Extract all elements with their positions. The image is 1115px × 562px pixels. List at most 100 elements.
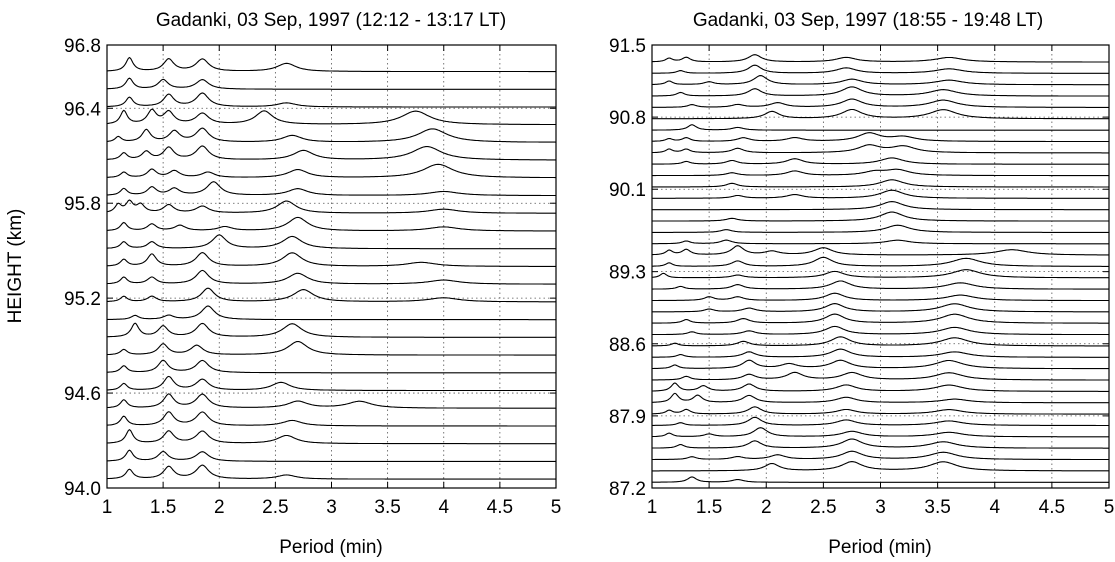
right-chart-panel: 1 1.5 2 2.5 3 3.5 4 4.5 5 87.2 87.9 88.6 89.3 90.1 90…: [609, 10, 1114, 558]
left-spectrum-line: [107, 287, 556, 303]
right-x-axis: 1 1.5 2 2.5 3 3.5 4 4.5 5: [647, 45, 1115, 518]
left-spectrum-line: [106, 464, 556, 480]
left-spectrum-line: [107, 181, 556, 197]
left-spectrum-line: [107, 393, 556, 409]
right-spectrum-line: [652, 336, 1109, 347]
left-spectrum-line: [106, 108, 556, 126]
left-spectrum-line: [106, 145, 556, 161]
left-x-tick-label: 3: [326, 497, 337, 518]
right-x-tick-label: 5: [1104, 497, 1115, 518]
right-spectrum-line: [652, 64, 1109, 74]
right-spectrum-line: [652, 108, 1109, 120]
left-x-axis: 1 1.5 2 2.5 3 3.5 4 4.5 5: [102, 45, 562, 518]
left-spectrum-line: [106, 269, 556, 285]
right-x-tick-label: 3: [875, 497, 886, 518]
left-y-tick-label: 95.8: [64, 194, 101, 215]
right-x-tick-label: 1.5: [696, 497, 722, 518]
right-x-axis-label: Period (min): [828, 537, 931, 558]
left-spectrum-line: [106, 322, 556, 338]
left-x-tick-label: 1.5: [150, 497, 176, 518]
right-spectrum-line: [652, 371, 1109, 381]
right-spectrum-line: [652, 168, 1109, 177]
left-spectrum-line: [106, 252, 556, 267]
left-spectrum-line: [106, 429, 556, 445]
right-spectrum-line: [652, 416, 1109, 427]
left-y-tick-label: 95.2: [64, 289, 101, 310]
left-chart-title: Gadanki, 03 Sep, 1997 (12:12 - 13:17 LT): [156, 10, 506, 31]
left-x-tick-label: 4: [438, 497, 449, 518]
right-spectrum-line: [652, 256, 1109, 267]
right-x-tick-label: 4: [989, 497, 1000, 518]
right-y-tick-label: 87.9: [609, 407, 646, 428]
right-spectrum-line: [652, 280, 1109, 290]
right-spectrum-line: [652, 406, 1109, 415]
left-spectrum-line: [107, 77, 556, 90]
left-spectrum-line: [106, 234, 556, 250]
left-spectrum-line: [107, 305, 556, 321]
left-spectrum-line: [106, 127, 557, 143]
right-spectrum-line: [652, 382, 1109, 392]
left-x-tick-label: 2: [214, 497, 225, 518]
right-spectrum-line: [652, 239, 1109, 245]
right-x-tick-label: 3.5: [924, 497, 950, 518]
right-y-tick-label: 88.6: [609, 335, 646, 356]
right-spectrum-line: [652, 211, 1109, 222]
right-spectrum-line: [652, 348, 1109, 358]
right-spectrum-line: [652, 75, 1109, 86]
right-x-tick-label: 2.5: [810, 497, 836, 518]
left-spectrum-line: [106, 340, 556, 356]
right-spectrum-line: [652, 132, 1109, 143]
right-y-tick-label: 90.1: [609, 180, 646, 201]
right-y-tick-label: 87.2: [609, 479, 646, 500]
right-y-axis: 87.2 87.9 88.6 89.3 90.1 90.8 91.5: [609, 36, 1109, 500]
left-spectrum-line: [106, 216, 556, 232]
left-spectrum-line: [107, 359, 556, 374]
right-spectrum-line: [652, 292, 1109, 302]
right-spectrum-line: [652, 201, 1109, 211]
right-x-tick-label: 4.5: [1039, 497, 1065, 518]
right-spectrum-line: [652, 450, 1109, 461]
left-x-tick-label: 3.5: [374, 497, 400, 518]
right-spectrum-line: [652, 303, 1109, 313]
left-series-group: [106, 56, 557, 480]
right-series-group: [651, 54, 1110, 483]
right-spectrum-line: [652, 124, 1109, 131]
right-y-tick-label: 89.3: [609, 263, 646, 284]
right-spectrum-line: [652, 98, 1109, 108]
right-y-tick-label: 90.8: [609, 108, 646, 129]
right-y-tick-label: 91.5: [609, 36, 646, 57]
left-y-tick-label: 94.0: [64, 479, 101, 500]
left-x-tick-label: 1: [102, 497, 113, 518]
left-x-tick-label: 5: [551, 497, 562, 518]
left-y-axis-label: HEIGHT (km): [5, 209, 26, 324]
left-spectrum-line: [106, 199, 556, 214]
left-spectrum-line: [107, 375, 556, 392]
right-spectrum-line: [651, 269, 1109, 279]
right-spectrum-line: [652, 438, 1109, 449]
right-spectrum-line: [652, 359, 1109, 370]
left-y-tick-label: 94.6: [64, 384, 101, 405]
right-spectrum-line: [652, 245, 1109, 256]
right-spectrum-line: [652, 461, 1109, 472]
left-y-tick-label: 96.8: [64, 36, 101, 57]
right-x-tick-label: 1: [647, 497, 658, 518]
right-spectrum-line: [652, 313, 1109, 324]
left-x-axis-label: Period (min): [279, 537, 382, 558]
right-spectrum-line: [652, 157, 1109, 165]
right-spectrum-line: [651, 54, 1109, 63]
left-chart-panel: 1 1.5 2 2.5 3 3.5 4 4.5 5 94.0 94.6 95.2 95.8 96.4 96…: [5, 10, 561, 558]
left-spectrum-line: [106, 56, 556, 73]
left-x-tick-label: 4.5: [487, 497, 513, 518]
right-x-tick-label: 2: [761, 497, 772, 518]
left-spectrum-line: [107, 163, 556, 179]
right-spectrum-line: [652, 392, 1109, 404]
left-y-axis: 94.0 94.6 95.2 95.8 96.4 96.8: [64, 36, 556, 500]
right-chart-title: Gadanki, 03 Sep, 1997 (18:55 - 19:48 LT): [693, 10, 1043, 31]
right-spectrum-line: [652, 224, 1109, 233]
right-spectrum-line: [652, 325, 1110, 336]
left-y-tick-label: 96.4: [64, 99, 101, 120]
right-spectrum-line: [652, 86, 1109, 97]
right-spectrum-line: [652, 179, 1109, 188]
left-spectrum-line: [106, 449, 556, 462]
